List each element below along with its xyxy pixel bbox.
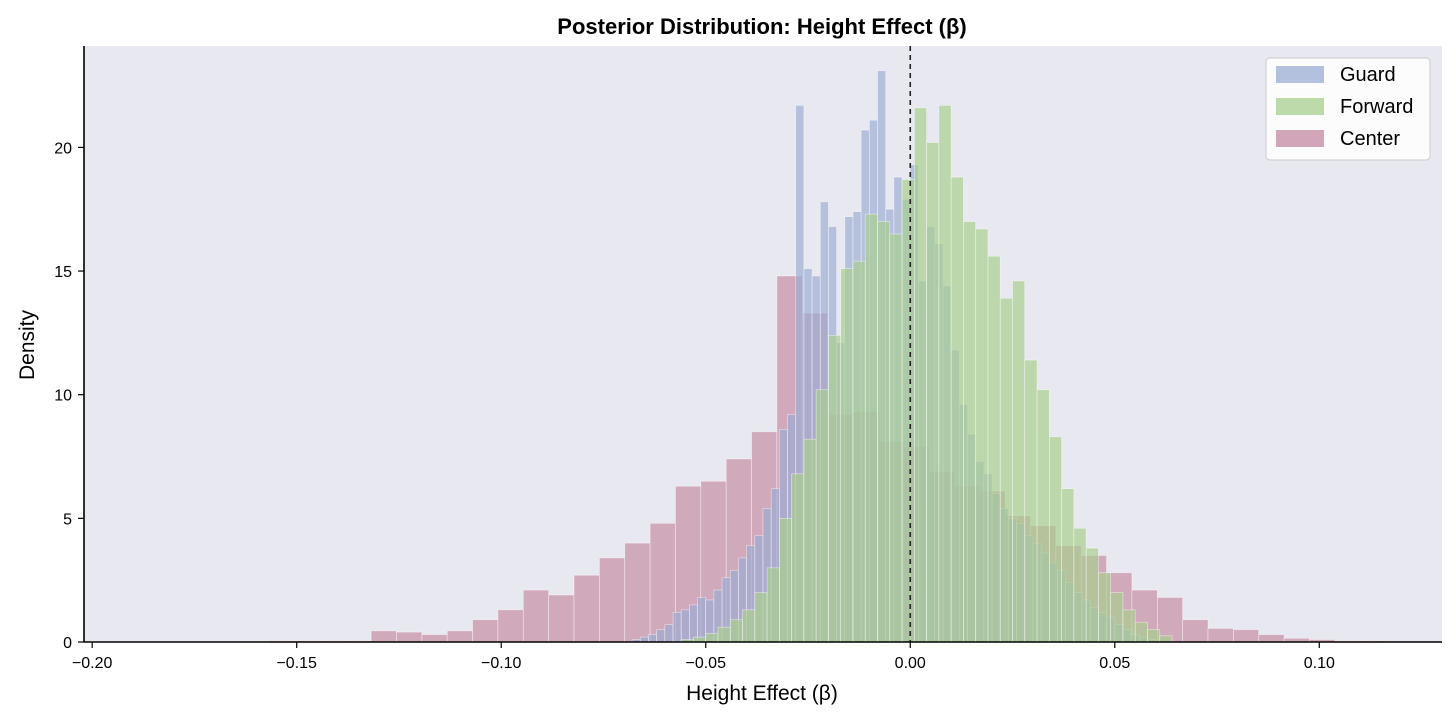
center-bar xyxy=(574,575,599,642)
forward-bar xyxy=(1037,390,1049,642)
legend-label-forward: Forward xyxy=(1340,96,1413,118)
center-bar xyxy=(599,558,624,642)
guard-bar xyxy=(698,597,706,642)
forward-bar xyxy=(890,234,902,642)
x-tick-label: 0.10 xyxy=(1304,655,1335,672)
x-tick-label: −0.05 xyxy=(685,655,726,672)
forward-bar xyxy=(730,620,742,642)
forward-bar xyxy=(865,214,877,642)
y-tick-label: 5 xyxy=(63,511,72,528)
center-bar xyxy=(422,635,447,642)
x-axis-label: Height Effect (β) xyxy=(686,682,838,705)
forward-bar xyxy=(1013,281,1025,642)
forward-bar xyxy=(1123,610,1135,642)
forward-bar xyxy=(976,229,988,642)
forward-bar xyxy=(1086,548,1098,642)
forward-bar xyxy=(1025,360,1037,642)
x-ticks: −0.20 −0.15 −0.10 −0.05 0.00 0.05 0.10 xyxy=(72,642,1335,672)
center-bar xyxy=(473,620,498,642)
guard-bar xyxy=(673,612,681,642)
forward-bar xyxy=(743,610,755,642)
forward-bar xyxy=(1160,636,1172,642)
legend-swatch-center xyxy=(1276,130,1324,147)
x-tick-label: −0.10 xyxy=(481,655,522,672)
forward-bar xyxy=(767,568,779,642)
x-tick-label: −0.20 xyxy=(72,655,113,672)
x-tick-label: −0.15 xyxy=(276,655,317,672)
legend-label-center: Center xyxy=(1340,128,1400,150)
guard-bar xyxy=(689,605,697,642)
center-bar xyxy=(549,595,574,642)
forward-bar xyxy=(792,474,804,642)
y-tick-label: 20 xyxy=(54,140,72,157)
forward-bar xyxy=(1062,489,1074,642)
center-bar xyxy=(1208,628,1233,642)
center-bar xyxy=(371,631,396,642)
forward-bar xyxy=(878,222,890,642)
center-bar xyxy=(650,523,675,642)
y-tick-label: 0 xyxy=(63,635,72,652)
y-tick-label: 15 xyxy=(54,264,72,281)
forward-bar xyxy=(1074,528,1086,642)
forward-bar xyxy=(706,633,718,642)
forward-bar xyxy=(804,439,816,642)
y-tick-label: 10 xyxy=(54,388,72,405)
center-bar xyxy=(498,610,523,642)
forward-bar xyxy=(853,261,865,642)
center-bar xyxy=(447,631,472,642)
center-bar xyxy=(1259,635,1284,642)
center-bar xyxy=(1233,630,1258,642)
forward-bar xyxy=(816,390,828,642)
legend-swatch-guard xyxy=(1276,66,1324,83)
forward-bar xyxy=(779,518,791,642)
y-axis-label: Density xyxy=(16,309,39,380)
forward-bar xyxy=(1135,622,1147,642)
center-bar xyxy=(1183,620,1208,642)
forward-bar xyxy=(755,593,767,642)
x-tick-label: 0.00 xyxy=(895,655,926,672)
forward-bar xyxy=(841,269,853,642)
guard-bar xyxy=(648,635,656,642)
forward-bar xyxy=(963,222,975,642)
forward-bar xyxy=(1098,573,1110,642)
center-bar xyxy=(625,543,650,642)
forward-bar xyxy=(718,627,730,642)
y-ticks: 0 5 10 15 20 xyxy=(54,140,84,652)
forward-bar xyxy=(902,180,914,642)
forward-bar xyxy=(988,256,1000,642)
guard-bar xyxy=(665,625,673,642)
chart-title: Posterior Distribution: Height Effect (β… xyxy=(557,14,966,39)
x-tick-label: 0.05 xyxy=(1099,655,1130,672)
center-bar xyxy=(397,632,422,642)
guard-bar xyxy=(681,610,689,642)
forward-bar xyxy=(951,177,963,642)
center-bar xyxy=(1157,597,1182,642)
forward-bar xyxy=(927,142,939,642)
forward-bar xyxy=(1049,437,1061,642)
forward-bar xyxy=(914,108,926,642)
forward-bar xyxy=(1000,298,1012,642)
forward-bar xyxy=(1147,630,1159,642)
legend: Guard Forward Center xyxy=(1266,58,1430,160)
legend-label-guard: Guard xyxy=(1340,64,1396,86)
center-bar xyxy=(523,590,548,642)
forward-bar xyxy=(939,105,951,642)
guard-bar xyxy=(657,630,665,642)
forward-bar xyxy=(828,335,840,642)
forward-bar xyxy=(1111,593,1123,642)
legend-swatch-forward xyxy=(1276,98,1324,115)
